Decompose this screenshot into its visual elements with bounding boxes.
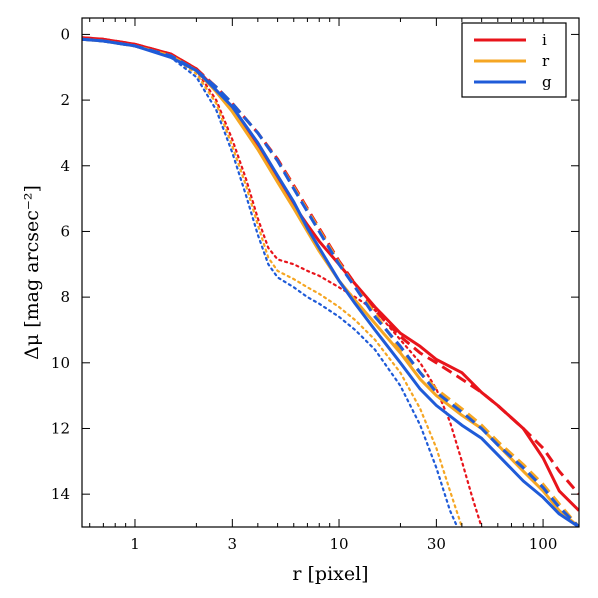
y-tick-label: 4 [60, 157, 70, 175]
y-tick-label: 0 [60, 25, 70, 43]
series-line-i-solid [82, 36, 579, 512]
plot-frame [81, 17, 580, 528]
x-tick-label: 100 [529, 535, 558, 553]
y-tick-label: 10 [51, 354, 70, 372]
y-tick-label: 6 [60, 222, 70, 240]
legend: irg [461, 22, 567, 98]
y-tick-label: 12 [51, 419, 70, 437]
x-tick-label: 3 [228, 535, 238, 553]
ticks-layer: 1 3 10 30 100 0 2 4 6 8 10 12 14 [51, 18, 579, 553]
series-line-i-dotted [82, 36, 483, 527]
x-tick-label: 1 [130, 535, 140, 553]
y-axis-label: Δμ [mag arcsec⁻²] [21, 185, 43, 360]
series-line-g-dotted [82, 38, 459, 527]
x-tick-label: 30 [427, 535, 446, 553]
y-tick-label: 14 [51, 485, 70, 503]
legend-label-r: r [542, 52, 550, 70]
x-axis-label: r [pixel] [292, 563, 368, 585]
y-tick-label: 8 [60, 288, 70, 306]
series-layer [82, 36, 579, 527]
legend-label-i: i [542, 31, 547, 49]
series-line-r-dotted [82, 38, 463, 527]
series-line-g-dashed [82, 37, 579, 527]
y-tick-label: 2 [60, 91, 70, 109]
legend-label-g: g [542, 73, 552, 91]
x-tick-label: 10 [329, 535, 348, 553]
